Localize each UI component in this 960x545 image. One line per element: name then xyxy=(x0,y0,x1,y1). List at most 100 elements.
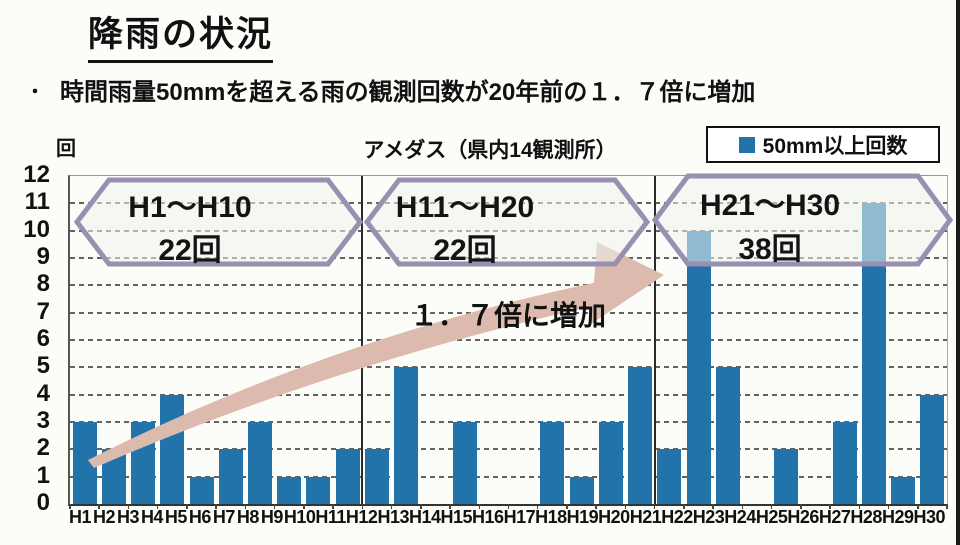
y-tick-label: 11 xyxy=(24,188,50,216)
bar-H4 xyxy=(160,394,185,504)
bar-H6 xyxy=(218,449,243,504)
bar-H8 xyxy=(277,476,302,504)
x-axis-tick xyxy=(712,504,714,509)
y-tick-label: 3 xyxy=(36,407,50,434)
callout-count: 38回 xyxy=(738,233,801,266)
x-tick-label: H12 xyxy=(345,507,378,527)
bar-H30 xyxy=(920,394,945,504)
x-tick-label: H11 xyxy=(315,507,346,527)
gridline xyxy=(70,339,947,341)
bar-H14 xyxy=(452,422,477,504)
x-axis-tick xyxy=(332,504,334,509)
x-tick-label: H6 xyxy=(188,507,212,527)
x-tick-label: H29 xyxy=(881,507,914,527)
x-tick-label: H16 xyxy=(472,507,504,527)
x-tick-label: H28 xyxy=(850,507,882,527)
y-tick-label: 0 xyxy=(36,489,50,516)
bar-H9 xyxy=(306,476,331,504)
x-tick-label: H5 xyxy=(164,507,188,527)
x-tick-label: H3 xyxy=(116,507,140,527)
x-axis-tick xyxy=(478,504,481,509)
callout-range: H21～H30 xyxy=(700,189,840,222)
x-axis-tick xyxy=(595,504,597,509)
x-axis-tick xyxy=(624,504,627,509)
bar-H19 xyxy=(598,422,623,504)
chart-overlay: H1～H10 22回 H11～H20 22回 H21～H30 38回 xyxy=(73,173,954,468)
y-tick-label: 5 xyxy=(36,352,50,380)
x-axis-tick xyxy=(127,504,130,509)
x-tick-label: H10 xyxy=(283,507,316,527)
legend-marker-icon xyxy=(738,136,755,153)
x-tick-label: H1 xyxy=(68,507,92,527)
bullet-text: 時間雨量50mmを超える雨の観測回数が20年前の１．７倍に増加 xyxy=(60,79,756,106)
x-axis-tick xyxy=(420,504,422,509)
bar-H10 xyxy=(335,449,360,504)
legend-label: 50mm以上回数 xyxy=(762,134,908,158)
page-title: 降雨の状況 xyxy=(88,6,274,63)
x-tick-label: H8 xyxy=(236,507,260,527)
callout-hexagon xyxy=(651,173,954,267)
x-axis-tick xyxy=(536,504,539,509)
x-axis-tick xyxy=(946,504,948,509)
bar-H20 xyxy=(628,367,653,504)
bar-H11 xyxy=(364,449,389,504)
callout-h21-h30: H21～H30 38回 xyxy=(651,173,954,267)
gridline xyxy=(70,475,947,478)
x-tick-label: H4 xyxy=(140,507,164,527)
x-axis-tick xyxy=(215,504,217,509)
y-tick-label: 8 xyxy=(36,270,50,298)
x-axis-tick xyxy=(917,504,919,509)
bar-H29 xyxy=(891,476,916,504)
callout-hexagon xyxy=(363,177,651,267)
x-axis-tick xyxy=(770,504,773,509)
x-axis-tick xyxy=(303,504,305,509)
x-tick-label: H14 xyxy=(408,507,441,527)
x-tick-label: H24 xyxy=(724,507,756,527)
x-axis-tick xyxy=(653,504,656,509)
x-tick-label: H25 xyxy=(755,507,788,527)
x-axis-tick xyxy=(449,504,451,509)
x-axis-tick xyxy=(800,504,802,509)
gridline xyxy=(70,393,947,396)
y-tick-label: 12 xyxy=(23,161,50,188)
gridline xyxy=(70,284,947,287)
section-divider xyxy=(653,176,656,504)
chart-title: アメダス（県内14観測所） xyxy=(363,139,617,162)
bar-H25 xyxy=(774,449,799,504)
increase-arrow-body xyxy=(88,282,603,468)
x-tick-label: H26 xyxy=(787,507,819,527)
gridline xyxy=(70,366,947,369)
x-tick-label: H2 xyxy=(92,507,116,527)
increase-annotation: １．７倍に増加 xyxy=(409,300,606,331)
gridline xyxy=(70,421,947,423)
x-axis-tick xyxy=(69,504,71,509)
x-tick-label: H22 xyxy=(661,507,693,527)
x-axis-tick xyxy=(361,504,364,509)
bar-H5 xyxy=(189,476,214,504)
gridline xyxy=(70,448,947,451)
callout-count: 22回 xyxy=(433,234,496,267)
x-tick-label: H20 xyxy=(598,507,630,527)
x-tick-label: H23 xyxy=(692,507,725,527)
plot-area: H1～H10 22回 H11～H20 22回 H21～H30 38回 １．７倍に… xyxy=(68,173,954,509)
y-tick-label: 9 xyxy=(36,243,50,270)
x-axis-tick xyxy=(741,504,744,509)
callout-h11-h20: H11～H20 22回 xyxy=(363,177,651,267)
y-tick-label: 1 xyxy=(36,461,50,489)
legend: 50mm以上回数 xyxy=(706,126,940,163)
x-axis-tick xyxy=(156,504,159,509)
bar-H22 xyxy=(686,230,711,504)
x-axis-tick xyxy=(507,504,510,509)
bar-H17 xyxy=(540,422,565,504)
x-axis-tick xyxy=(829,504,831,509)
bar-H7 xyxy=(248,422,273,504)
y-tick-label: 4 xyxy=(36,379,50,407)
x-axis-tick xyxy=(566,504,568,509)
x-tick-label: H9 xyxy=(260,507,284,527)
x-tick-label: H18 xyxy=(535,507,567,527)
x-tick-label: H15 xyxy=(440,507,473,527)
x-tick-label: H19 xyxy=(566,507,599,527)
x-axis-tick xyxy=(273,504,276,509)
x-tick-label: H27 xyxy=(818,507,851,527)
x-tick-label: H30 xyxy=(913,507,946,527)
